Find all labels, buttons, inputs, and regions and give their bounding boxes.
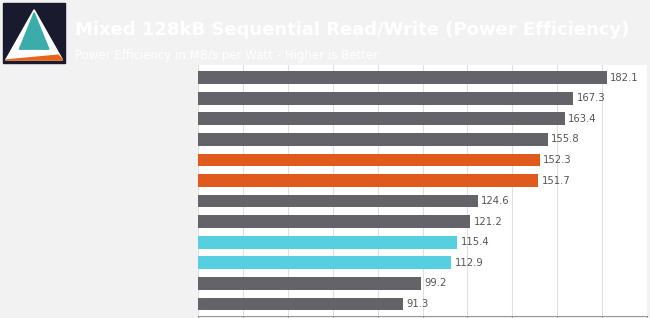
Text: Mixed 128kB Sequential Read/Write (Power Efficiency): Mixed 128kB Sequential Read/Write (Power… [75,21,629,39]
Bar [198,236,457,249]
Bar [198,71,606,84]
Text: 182.1: 182.1 [610,73,638,83]
Bar [198,112,565,125]
Text: 163.4: 163.4 [568,114,597,124]
Bar [198,174,538,187]
Text: 112.9: 112.9 [455,258,484,268]
Polygon shape [20,13,49,49]
Text: 155.8: 155.8 [551,134,580,144]
Text: 99.2: 99.2 [424,279,447,288]
Text: 124.6: 124.6 [481,196,510,206]
Text: 121.2: 121.2 [473,217,502,227]
Text: 152.3: 152.3 [543,155,572,165]
Polygon shape [6,55,62,60]
Polygon shape [6,10,62,60]
Bar [198,277,421,290]
Text: 167.3: 167.3 [577,93,605,103]
Bar [198,298,403,310]
Text: Power Efficiency in MB/s per Watt - Higher is Better: Power Efficiency in MB/s per Watt - High… [75,49,378,62]
Text: 91.3: 91.3 [406,299,428,309]
Bar [198,92,573,105]
Bar [198,215,470,228]
Bar [198,133,548,146]
Bar [3,3,65,63]
Text: 115.4: 115.4 [460,237,489,247]
Text: 151.7: 151.7 [542,176,571,185]
Bar [198,257,452,269]
Bar [198,195,478,207]
Bar [198,154,540,166]
